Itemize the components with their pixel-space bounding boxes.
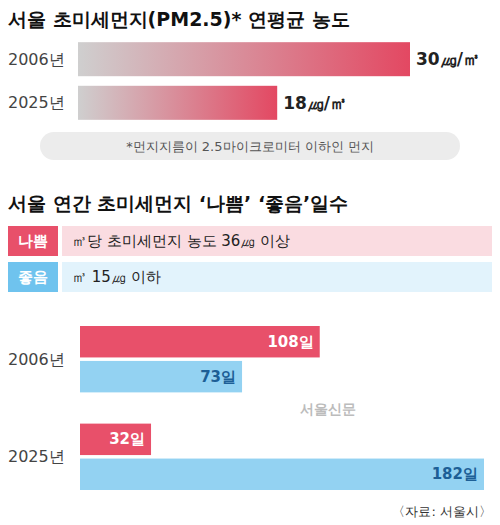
data-labels: 30㎍/㎥ 18㎍/㎥ — [283, 49, 480, 113]
bar — [78, 86, 277, 120]
data-label: 73일 — [200, 368, 236, 386]
legend-band — [62, 226, 492, 256]
category-labels: 2006년 2025년 — [8, 350, 65, 467]
bar — [80, 424, 151, 455]
bar — [80, 459, 484, 490]
data-label: 18㎍/㎥ — [283, 93, 347, 113]
data-label: 182일 — [432, 465, 478, 483]
chart-container: 서울 초미세먼지(PM2.5)* 연평균 농도 2006년 2025년 30㎍/㎥ 18… — [0, 0, 500, 525]
legend-label: 나쁨 — [18, 232, 48, 250]
bar — [78, 42, 410, 76]
note-box — [40, 132, 460, 160]
chart-title: 서울 연간 초미세먼지 ‘나쁨’ ‘좋음’일수 — [8, 192, 348, 214]
legend-key — [8, 226, 58, 256]
legend-label: 좋음 — [18, 268, 48, 286]
category-label: 2006년 — [8, 50, 65, 69]
bar — [80, 326, 320, 357]
data-label: 30㎍/㎥ — [416, 49, 480, 69]
legend-description: ㎥ 15㎍ 이하 — [72, 268, 161, 286]
legend: 나쁨 ㎥당 초미세먼지 농도 36㎍ 이상좋음 ㎥ 15㎍ 이하 — [8, 226, 492, 292]
data-label: 108일 — [267, 333, 313, 351]
bar — [80, 361, 242, 392]
bars — [80, 326, 484, 490]
source: 〈자료: 서울시〉 — [392, 504, 492, 519]
note: *먼지지름이 2.5마이크로미터 이하인 먼지 — [126, 139, 374, 154]
infographic: 서울 초미세먼지(PM2.5)* 연평균 농도 2006년 2025년 30㎍/㎥ 18… — [0, 0, 500, 525]
category-label: 2025년 — [8, 93, 65, 112]
legend-description: ㎥당 초미세먼지 농도 36㎍ 이상 — [72, 232, 290, 250]
data-labels: 108일 32일 73일 182일 — [109, 333, 478, 484]
category-labels: 2006년 2025년 — [8, 50, 65, 113]
legend-band — [62, 262, 492, 292]
credit: 서울신문 — [300, 401, 356, 417]
legend-key — [8, 262, 58, 292]
chart-title: 서울 초미세먼지(PM2.5)* 연평균 농도 — [8, 8, 350, 30]
data-label: 32일 — [109, 430, 145, 448]
category-label: 2006년 — [8, 350, 65, 369]
bars — [78, 42, 410, 120]
category-label: 2025년 — [8, 447, 65, 466]
